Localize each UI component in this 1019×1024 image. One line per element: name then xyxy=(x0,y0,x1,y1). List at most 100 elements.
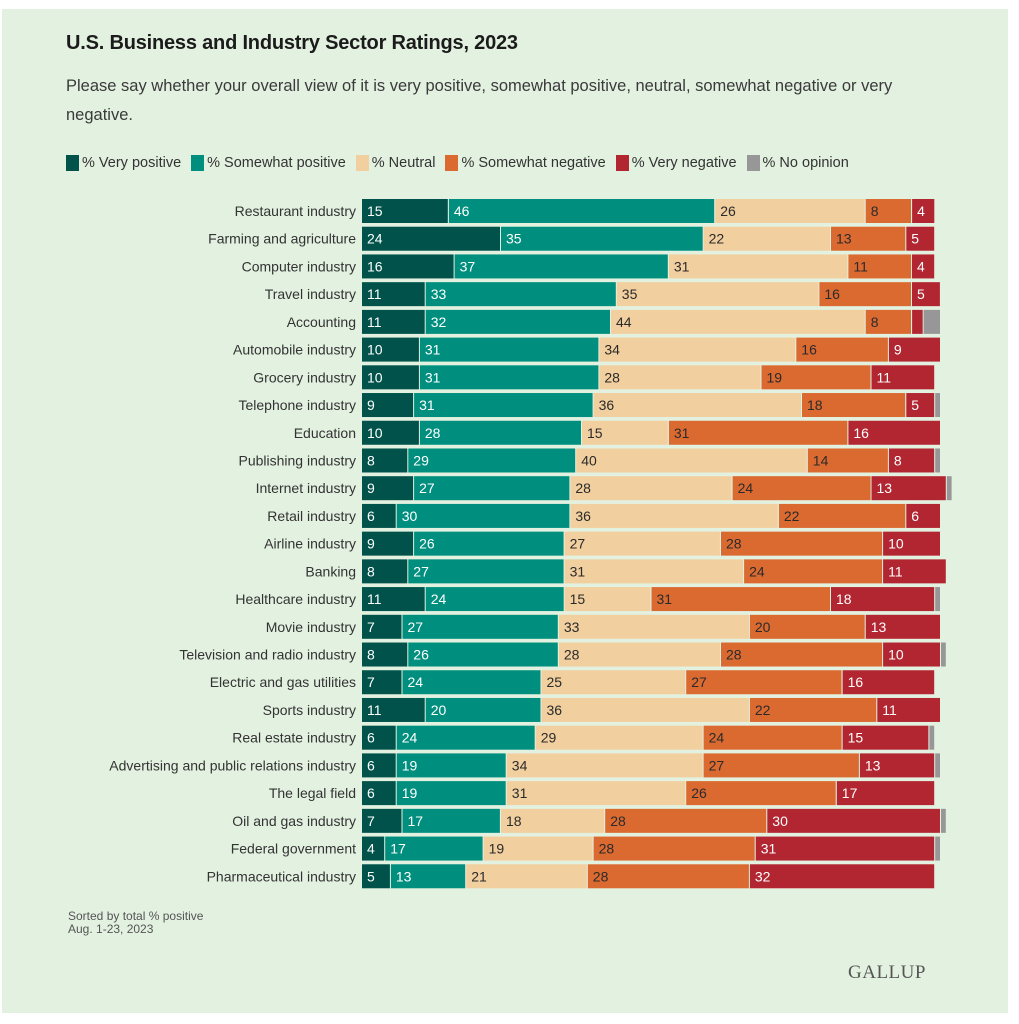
data-label: 6 xyxy=(911,508,919,524)
bar-segment-somewhat-positive xyxy=(414,476,570,501)
data-label: 34 xyxy=(512,757,528,773)
bar-segment-neutral xyxy=(506,753,703,778)
legend-label: % Very positive xyxy=(82,155,182,171)
data-label: 10 xyxy=(367,369,383,385)
bar-segment-very-negative xyxy=(755,836,935,861)
data-label: 10 xyxy=(367,425,383,441)
legend-item-neutral: % Neutral xyxy=(355,155,435,171)
data-label: 28 xyxy=(726,536,742,552)
data-label: 9 xyxy=(367,480,375,496)
bar-row-advertising-and-public-relations-industry: Advertising and public relations industr… xyxy=(109,753,940,778)
bar-segment-somewhat-negative xyxy=(587,864,749,889)
bar-row-publishing-industry: Publishing industry 8 29 40 14 8 xyxy=(238,448,940,473)
bar-segment-somewhat-negative xyxy=(802,393,906,418)
chart-title: U.S. Business and Industry Sector Rating… xyxy=(66,32,518,54)
category-label: Electric and gas utilities xyxy=(210,674,356,690)
data-label: 20 xyxy=(431,702,447,718)
bar-segment-very-positive xyxy=(362,725,396,750)
bar-segment-no-opinion xyxy=(935,753,940,778)
bar-segment-somewhat-negative xyxy=(651,587,830,612)
legend-item-somewhat-positive: % Somewhat positive xyxy=(191,155,346,171)
bar-row-education: Education 10 28 15 31 16 xyxy=(294,420,940,445)
gallup-logo: GALLUP xyxy=(848,962,926,983)
bar-segment-somewhat-negative xyxy=(848,254,912,279)
bar-segment-somewhat-positive xyxy=(425,697,541,722)
legend-label: % Very negative xyxy=(631,155,737,171)
bar-segment-somewhat-negative xyxy=(749,614,865,639)
category-label: Education xyxy=(294,425,356,441)
bar-segment-very-positive xyxy=(362,226,500,251)
data-label: 46 xyxy=(454,203,470,219)
bar-segment-somewhat-positive xyxy=(396,725,535,750)
bar-segment-very-negative xyxy=(842,670,935,695)
data-label: 28 xyxy=(425,425,441,441)
footnote: Sorted by total % positive Aug. 1-23, 20… xyxy=(68,910,203,936)
bar-segment-no-opinion xyxy=(929,725,935,750)
bar-segment-somewhat-positive xyxy=(454,254,668,279)
data-label: 16 xyxy=(848,674,864,690)
category-label: Restaurant industry xyxy=(235,203,356,219)
bar-segment-somewhat-positive xyxy=(414,393,593,418)
data-label: 28 xyxy=(599,841,615,857)
category-label: Television and radio industry xyxy=(179,647,356,663)
data-label: 5 xyxy=(367,868,375,884)
legend-swatch-neutral xyxy=(355,155,369,171)
bar-segment-very-positive xyxy=(362,836,385,861)
bar-segment-neutral xyxy=(506,781,686,806)
bar-segment-neutral xyxy=(466,864,587,889)
bar-row-healthcare-industry: Healthcare industry 11 24 15 31 18 xyxy=(235,587,940,612)
data-label: 24 xyxy=(402,730,418,746)
legend-label: % No opinion xyxy=(762,155,849,171)
data-label: 13 xyxy=(871,619,887,635)
bar-segment-no-opinion xyxy=(935,836,940,861)
data-label: 26 xyxy=(691,785,707,801)
data-label: 28 xyxy=(726,647,742,663)
bar-segment-very-negative xyxy=(859,753,935,778)
bar-segment-somewhat-positive xyxy=(385,836,483,861)
bar-row-oil-and-gas-industry: Oil and gas industry 7 17 18 28 30 xyxy=(232,808,946,833)
bar-segment-very-positive xyxy=(362,420,419,445)
data-label: 27 xyxy=(419,480,435,496)
data-label: 31 xyxy=(512,785,528,801)
data-label: 28 xyxy=(575,480,591,496)
category-label: Healthcare industry xyxy=(235,591,356,607)
data-label: 7 xyxy=(367,674,375,690)
category-label: Movie industry xyxy=(266,619,356,635)
data-label: 6 xyxy=(367,730,375,746)
bar-segment-very-negative xyxy=(883,559,946,584)
data-label: 24 xyxy=(749,563,765,579)
bar-segment-very-negative xyxy=(865,614,940,639)
bar-segment-very-negative xyxy=(749,864,935,889)
data-label: 5 xyxy=(911,231,919,247)
bar-row-retail-industry: Retail industry 6 30 36 22 6 xyxy=(267,503,940,528)
data-label: 9 xyxy=(367,536,375,552)
bar-segment-somewhat-positive xyxy=(390,864,466,889)
category-label: Advertising and public relations industr… xyxy=(109,757,356,773)
category-label: The legal field xyxy=(269,785,356,801)
data-label: 36 xyxy=(599,397,615,413)
bar-row-real-estate-industry: Real estate industry 6 24 29 24 15 xyxy=(232,725,935,750)
data-label: 31 xyxy=(570,563,586,579)
data-label: 21 xyxy=(471,868,487,884)
bar-segment-somewhat-negative xyxy=(686,670,842,695)
data-label: 31 xyxy=(425,369,441,385)
legend-item-very-positive: % Very positive xyxy=(66,155,181,171)
bar-segment-somewhat-positive xyxy=(419,365,599,390)
data-label: 8 xyxy=(367,563,375,579)
data-label: 8 xyxy=(367,647,375,663)
bar-row-computer-industry: Computer industry 16 37 31 11 4 xyxy=(242,254,935,279)
category-label: Oil and gas industry xyxy=(232,813,356,829)
legend-item-very-negative: % Very negative xyxy=(615,155,737,171)
bar-segment-somewhat-negative xyxy=(721,531,883,556)
bar-segment-somewhat-positive xyxy=(396,781,506,806)
bar-segment-no-opinion xyxy=(935,587,940,612)
bar-segment-very-positive xyxy=(362,254,454,279)
data-label: 25 xyxy=(547,674,563,690)
bar-segment-neutral xyxy=(582,420,668,445)
category-label: Real estate industry xyxy=(232,730,356,746)
data-label: 16 xyxy=(367,258,383,274)
category-label: Automobile industry xyxy=(233,342,356,358)
bar-segment-neutral xyxy=(535,725,703,750)
data-label: 28 xyxy=(564,647,580,663)
category-label: Telephone industry xyxy=(238,397,356,413)
